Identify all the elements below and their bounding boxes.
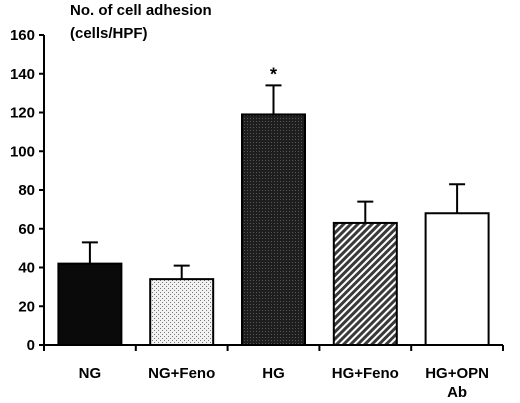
y-tick-label: 100 (10, 143, 35, 160)
bar (424, 212, 490, 346)
significance-marker: * (270, 64, 277, 84)
y-axis-label-line-1: No. of cell adhesion (70, 2, 212, 19)
x-category-label: HG+OPN (425, 365, 489, 382)
y-tick-label: 80 (18, 182, 35, 199)
y-axis-label-line-2: (cells/HPF) (70, 25, 148, 42)
y-tick-label: 40 (18, 260, 35, 277)
bar (241, 113, 306, 346)
y-tick-label: 0 (27, 337, 35, 354)
y-tick-label: 60 (18, 221, 35, 238)
bar (332, 221, 398, 346)
x-category-label: NG+Feno (148, 365, 215, 382)
y-tick-label: 120 (10, 105, 35, 122)
x-category-label: HG+Feno (332, 365, 399, 382)
y-tick-label: 20 (18, 298, 35, 315)
y-tick-label: 160 (10, 27, 35, 44)
x-category-label: NG (79, 365, 102, 382)
y-tick-label: 140 (10, 66, 35, 83)
bar (57, 262, 123, 346)
bar (149, 278, 215, 346)
x-category-label: HG (262, 365, 285, 382)
x-category-label: Ab (447, 384, 467, 401)
